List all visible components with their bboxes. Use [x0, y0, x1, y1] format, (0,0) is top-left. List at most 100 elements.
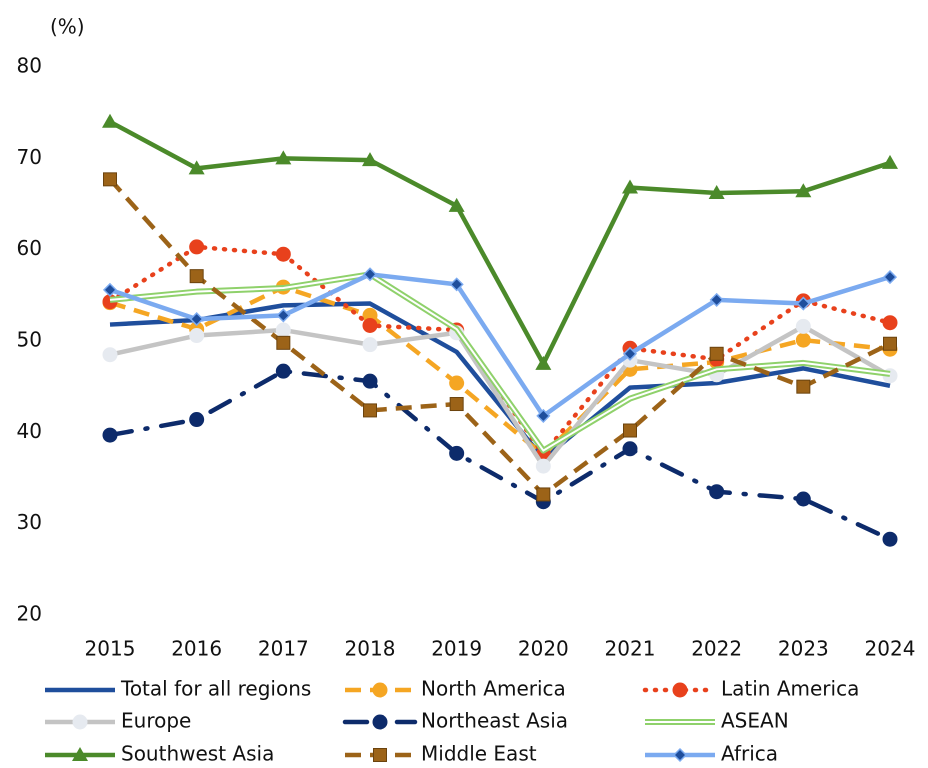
legend-item: ASEAN: [645, 709, 789, 733]
data-point: [363, 403, 377, 418]
legend-item: Latin America: [642, 677, 859, 701]
legend-item: North America: [345, 677, 566, 701]
legend-marker: [672, 747, 688, 763]
data-point: [448, 197, 465, 212]
legend-label: Northeast Asia: [421, 709, 568, 733]
y-tick-label: 20: [17, 602, 42, 626]
series: [109, 301, 891, 462]
x-tick-label: 2017: [258, 637, 309, 661]
data-point: [795, 183, 812, 198]
legend-marker: [72, 747, 88, 761]
x-tick-label: 2018: [345, 637, 396, 661]
x-tick-label: 2022: [691, 637, 742, 661]
series: [102, 318, 898, 474]
data-point: [275, 246, 291, 262]
data-point: [102, 347, 118, 363]
data-point: [188, 160, 205, 175]
data-point: [796, 379, 811, 394]
legend-label: Europe: [121, 709, 191, 733]
data-point: [362, 152, 378, 167]
legend-marker: [373, 748, 387, 762]
y-tick-label: 40: [17, 419, 42, 443]
data-point: [536, 408, 551, 423]
legend-item: Total for all regions: [45, 677, 311, 701]
legend-item: Southwest Asia: [45, 742, 274, 766]
legend-label: ASEAN: [721, 709, 789, 733]
series-line: [109, 301, 891, 462]
series-line: [109, 324, 892, 469]
data-point: [275, 363, 291, 379]
data-point: [882, 270, 898, 285]
x-tick-label: 2015: [85, 637, 136, 661]
data-point: [189, 412, 205, 428]
data-point: [102, 282, 118, 297]
legend-label: Africa: [721, 742, 778, 766]
data-point: [622, 441, 638, 457]
data-point: [795, 332, 811, 348]
y-tick-label: 70: [17, 145, 42, 169]
series: [102, 267, 898, 423]
data-point: [795, 318, 811, 334]
series-line: [107, 368, 893, 542]
legend-label: Latin America: [721, 677, 859, 701]
data-point: [623, 423, 637, 438]
data-point: [622, 346, 638, 361]
data-point: [709, 346, 724, 361]
data-point: [535, 355, 552, 370]
data-point: [796, 296, 811, 311]
legend-item: Middle East: [345, 742, 537, 766]
data-point: [103, 172, 117, 187]
data-point: [449, 375, 465, 391]
data-point: [882, 315, 898, 331]
series: [102, 113, 898, 370]
data-point: [536, 487, 551, 502]
legend-marker: [372, 682, 388, 698]
data-point: [795, 491, 811, 507]
legend-label: Southwest Asia: [121, 742, 274, 766]
series: [103, 172, 897, 502]
data-point: [362, 337, 378, 353]
y-tick-label: 30: [17, 510, 42, 534]
x-tick-label: 2020: [518, 637, 569, 661]
data-point: [535, 458, 551, 474]
data-point: [449, 445, 465, 461]
data-point: [708, 185, 725, 200]
series-line: [108, 177, 891, 497]
series-line-inner: [109, 273, 891, 452]
legend-item: Europe: [45, 709, 191, 733]
legend-marker: [372, 714, 388, 730]
legend-marker: [672, 682, 688, 698]
legend-label: Total for all regions: [120, 677, 311, 701]
y-tick-label: 60: [17, 236, 42, 260]
y-tick-label: 50: [17, 328, 42, 352]
data-point: [275, 322, 291, 338]
data-point: [362, 373, 378, 389]
x-tick-label: 2023: [778, 637, 829, 661]
data-point: [276, 308, 291, 323]
series-line: [109, 272, 891, 419]
data-point: [622, 179, 638, 194]
series: [109, 271, 891, 454]
data-point: [883, 336, 897, 351]
data-point: [882, 154, 898, 169]
data-point: [189, 239, 205, 255]
x-tick-label: 2021: [605, 637, 656, 661]
data-point: [189, 312, 204, 327]
data-point: [449, 397, 464, 412]
data-point: [709, 292, 724, 307]
legend-item: Africa: [645, 742, 778, 766]
y-axis-label: (%): [50, 15, 85, 39]
legend-item: Northeast Asia: [342, 709, 568, 733]
legend-label: Middle East: [421, 742, 537, 766]
data-point: [102, 113, 118, 128]
x-tick-label: 2024: [865, 637, 916, 661]
x-tick-label: 2019: [431, 637, 482, 661]
x-tick-label: 2016: [171, 637, 222, 661]
legend-label: North America: [421, 677, 566, 701]
legend-marker: [72, 714, 88, 730]
data-point: [189, 269, 204, 284]
data-point: [275, 150, 292, 165]
data-point: [362, 317, 378, 333]
y-tick-label: 80: [17, 54, 42, 78]
